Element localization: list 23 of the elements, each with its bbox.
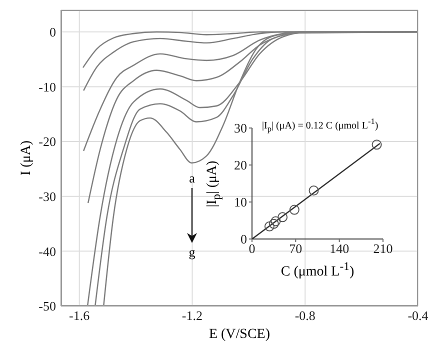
x-tick-label: 210 [373, 241, 393, 256]
y-tick-label: -50 [38, 298, 56, 314]
x-tick-label: -1.6 [69, 308, 90, 324]
y-tick-label: 20 [234, 158, 247, 173]
annotation: a [189, 170, 195, 186]
y-tick-label: 10 [234, 194, 247, 210]
x-tick-label: 70 [289, 241, 302, 256]
annotation: g [188, 244, 196, 260]
x-axis-title: C (μmol L$^{-1}$) [280, 260, 356, 281]
x-tick-label: 140 [330, 241, 350, 256]
x-tick-label: -0.8 [294, 308, 316, 324]
x-tick-label: -1.2 [182, 308, 203, 324]
annotation: |I$_{p}$| (μA) = 0.12 C (μmol L$^{-1}$) [262, 117, 378, 134]
y-axis-title: I (μA) [19, 140, 35, 176]
y-tick-label: 0 [240, 232, 247, 247]
y-tick-label: 0 [50, 24, 56, 40]
y-tick-label: 30 [234, 120, 247, 136]
y-tick-label: -20 [38, 134, 56, 150]
y-tick-label: -30 [38, 188, 56, 204]
y-tick-label: -40 [38, 244, 56, 259]
x-axis-title: E (V/SCE) [208, 327, 272, 343]
x-tick-label: -0.4 [408, 308, 429, 324]
y-tick-label: -10 [38, 79, 56, 94]
